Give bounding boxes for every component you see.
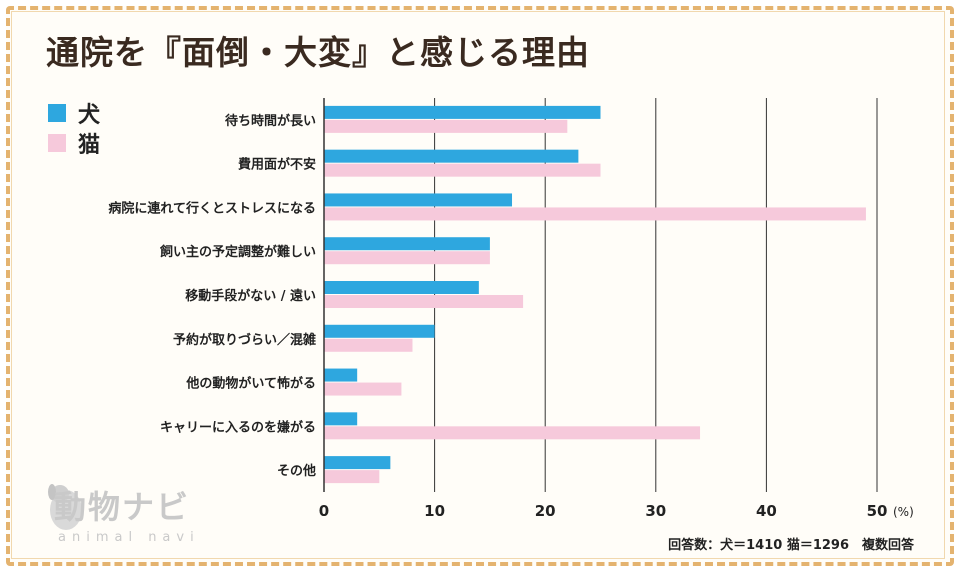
bar-cat — [324, 119, 568, 133]
bar-dog — [324, 193, 513, 207]
x-tick-label: 50 — [867, 502, 888, 520]
logo: 動物ナビ animal navi — [28, 478, 198, 552]
legend-item-dog: 犬 — [48, 98, 100, 128]
bar-cat — [324, 251, 490, 265]
footnote: 回答数：犬＝1410 猫＝1296 複数回答 — [668, 538, 914, 553]
bar-cat — [324, 382, 402, 396]
bar-cat — [324, 295, 524, 308]
x-tick-label: 0 — [319, 502, 329, 520]
category-label: 移動手段がない / 遠い — [185, 288, 316, 304]
category-label: 待ち時間が長い — [224, 113, 316, 129]
category-label: 費用面が不安 — [238, 157, 316, 173]
category-label: 飼い主の予定調整が難しい — [159, 244, 316, 260]
x-tick-label: 10 — [424, 502, 445, 520]
x-tick-label: 40 — [756, 502, 777, 520]
bar-dog — [324, 281, 479, 294]
bar-dog — [324, 105, 601, 119]
x-tick-label: 30 — [645, 502, 666, 520]
dog-logo-icon — [48, 484, 82, 530]
legend-swatch-cat — [48, 134, 66, 152]
bar-cat — [324, 470, 380, 484]
bar-cat — [324, 207, 866, 221]
bar-cat — [324, 163, 601, 177]
category-label: 病院に連れて行くとストレスになる — [108, 200, 316, 216]
logo-name: 動物ナビ — [54, 488, 191, 526]
category-label: キャリーに入るのを嫌がる — [160, 419, 316, 435]
category-label: 他の動物がいて怖がる — [185, 376, 316, 392]
x-axis-unit: (%) — [893, 505, 914, 519]
logo-subtitle: animal navi — [58, 530, 200, 545]
bar-dog — [324, 237, 490, 251]
page-frame — [6, 6, 954, 566]
legend: 犬 猫 — [48, 98, 100, 158]
bar-dog — [324, 412, 358, 426]
bar-cat — [324, 338, 413, 352]
legend-label-cat: 猫 — [78, 133, 101, 158]
bar-dog — [324, 324, 435, 338]
bar-dog — [324, 149, 579, 163]
legend-swatch-dog — [48, 104, 66, 122]
bar-cat — [324, 426, 701, 440]
page-frame-inner — [11, 11, 945, 559]
category-label: その他 — [277, 463, 316, 479]
category-label: 予約が取りづらい／混雑 — [173, 332, 316, 348]
legend-item-cat: 猫 — [48, 128, 100, 158]
x-tick-label: 20 — [535, 502, 556, 520]
legend-label-dog: 犬 — [78, 103, 101, 128]
bar-dog — [324, 456, 391, 470]
chart-title: 通院を『面倒・大変』と感じる理由 — [46, 33, 590, 72]
bar-dog — [324, 368, 358, 382]
